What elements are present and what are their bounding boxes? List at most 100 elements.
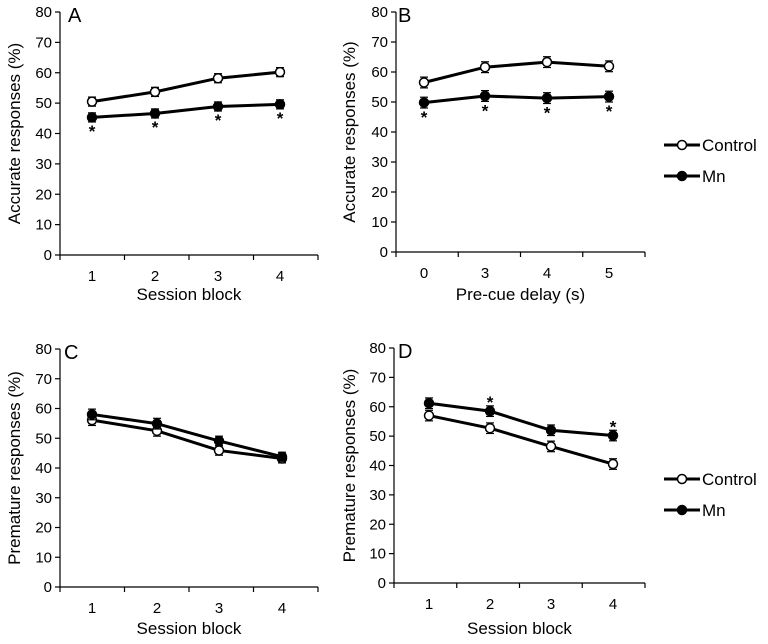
legend-marker-mn <box>676 170 688 182</box>
series-line-mn <box>423 94 610 105</box>
y-tick-label: 10 <box>369 546 386 563</box>
y-tick-label: 50 <box>35 430 52 447</box>
x-tick-label: 1 <box>88 600 96 617</box>
y-tick-label: 80 <box>369 340 386 357</box>
data-point-mn <box>86 409 98 420</box>
legend-label: Control <box>702 470 757 489</box>
significance-star: * <box>89 122 96 141</box>
data-point-mn <box>213 435 225 447</box>
y-tick-label: 0 <box>378 575 386 592</box>
data-point-control <box>423 410 435 421</box>
series-line-mn <box>91 412 283 459</box>
x-axis-label: Pre-cue delay (s) <box>456 285 585 304</box>
legend-marker-control <box>676 473 688 485</box>
y-tick-label: 0 <box>44 579 52 596</box>
data-point-control <box>607 458 619 470</box>
y-tick-label: 50 <box>35 95 52 112</box>
data-point-control <box>213 445 225 456</box>
significance-star: * <box>487 393 494 412</box>
legend-label: Control <box>702 136 757 155</box>
x-tick-label: 3 <box>215 600 223 617</box>
data-point-control <box>541 56 553 68</box>
data-point-mn <box>607 430 619 441</box>
y-tick-label: 10 <box>35 549 52 566</box>
x-tick-label: 0 <box>420 265 428 282</box>
panel-b: 0 10 20 30 40 50 60 70 80 0 3 4 5 Pre-cue delay (s) Ac… <box>340 4 646 304</box>
y-tick-label: 80 <box>35 4 52 21</box>
x-tick-label: 5 <box>605 265 613 282</box>
y-tick-label: 30 <box>371 154 388 171</box>
panel-letter: C <box>64 342 78 364</box>
y-tick-label: 40 <box>369 458 386 475</box>
legend-label: Mn <box>702 167 726 186</box>
x-axis-label: Session block <box>137 619 242 638</box>
legend-2: Control Mn <box>664 470 757 520</box>
y-tick-label: 70 <box>369 369 386 386</box>
significance-star: * <box>544 104 551 123</box>
legend-label: Mn <box>702 501 726 520</box>
data-point-control <box>212 72 224 84</box>
x-tick-label: 4 <box>543 265 551 282</box>
y-tick-label: 30 <box>369 487 386 504</box>
y-tick-label: 80 <box>35 341 52 358</box>
y-tick-label: 10 <box>371 214 388 231</box>
y-tick-label: 20 <box>369 516 386 533</box>
legend-marker-control <box>676 139 688 151</box>
data-point-mn <box>423 397 435 409</box>
series-line-control <box>423 60 610 84</box>
data-point-control <box>149 86 161 98</box>
panel-a: 0 10 20 30 40 50 60 70 80 1 2 3 4 Session block Accura… <box>5 4 319 304</box>
data-point-mn <box>484 405 496 417</box>
y-tick-label: 70 <box>35 371 52 388</box>
significance-star: * <box>215 111 222 130</box>
data-point-mn <box>276 451 288 462</box>
y-tick-label: 30 <box>35 156 52 173</box>
x-tick-label: 3 <box>481 265 489 282</box>
y-tick-label: 40 <box>371 124 388 141</box>
x-tick-label: 2 <box>153 600 161 617</box>
series-line-control <box>91 70 281 104</box>
series-line-control <box>428 414 614 466</box>
panel-c: 0 10 20 30 40 50 60 70 80 1 2 3 4 Session block Premat… <box>5 341 319 638</box>
legend-1: Control Mn <box>664 136 757 186</box>
y-tick-label: 20 <box>35 186 52 203</box>
y-tick-label: 50 <box>369 428 386 445</box>
x-tick-label: 2 <box>486 596 494 613</box>
data-point-mn <box>151 418 163 429</box>
series-line-control <box>91 418 283 460</box>
x-tick-label: 3 <box>547 596 555 613</box>
data-point-control <box>479 61 491 73</box>
significance-star: * <box>152 118 159 137</box>
panel-letter: A <box>68 5 82 27</box>
data-point-control <box>274 66 286 78</box>
series-line-mn <box>91 102 281 119</box>
y-axis-label: Premature responses (%) <box>5 371 24 565</box>
x-tick-label: 1 <box>88 268 96 285</box>
y-axis-label: Accurate responses (%) <box>5 43 24 224</box>
panel-d: 0 10 20 30 40 50 60 70 80 1 2 3 4 Session block Premat… <box>340 340 646 638</box>
data-point-control <box>418 77 430 88</box>
data-point-mn <box>545 425 557 436</box>
y-tick-label: 30 <box>35 490 52 507</box>
data-point-mn <box>418 97 430 108</box>
y-tick-label: 50 <box>371 94 388 111</box>
x-tick-label: 3 <box>214 268 222 285</box>
significance-star: * <box>277 109 284 128</box>
y-axis-label: Premature responses (%) <box>340 369 359 563</box>
y-tick-label: 60 <box>35 401 52 418</box>
y-axis-label: Accurate responses (%) <box>340 41 359 222</box>
data-point-mn <box>212 101 224 112</box>
significance-star: * <box>421 108 428 127</box>
data-point-control <box>545 441 557 452</box>
x-tick-label: 4 <box>609 596 617 613</box>
y-tick-label: 20 <box>371 184 388 201</box>
x-tick-label: 2 <box>151 268 159 285</box>
y-tick-label: 60 <box>371 64 388 81</box>
data-point-mn <box>149 108 161 119</box>
y-tick-label: 40 <box>35 126 52 143</box>
data-point-control <box>484 422 496 434</box>
x-axis-label: Session block <box>137 285 242 304</box>
significance-star: * <box>482 101 489 120</box>
data-point-control <box>86 96 98 107</box>
